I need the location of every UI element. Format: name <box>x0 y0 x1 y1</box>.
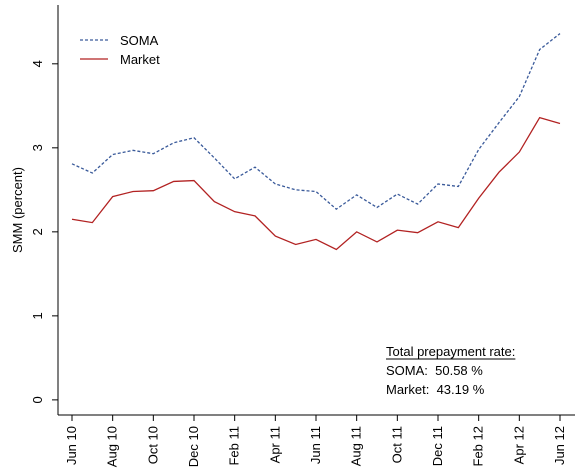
x-tick-label: Jun 11 <box>308 426 323 464</box>
x-tick-label: Jun 12 <box>552 426 567 465</box>
x-tick-label: Aug 11 <box>349 426 364 466</box>
x-tick-label: Apr 12 <box>511 426 526 464</box>
line-series <box>71 116 561 251</box>
line-series <box>71 33 561 210</box>
annotation: SOMA: 50.58 % <box>386 363 483 378</box>
x-tick-label: Apr 11 <box>267 426 282 463</box>
x-tick-label: Dec 11 <box>430 426 445 466</box>
y-axis-label: SMM (percent) <box>10 167 25 253</box>
y-tick-label: 1 <box>30 312 45 319</box>
legend-label: SOMA <box>120 33 159 48</box>
x-tick-label: Oct 10 <box>145 426 160 464</box>
y-tick-label: 3 <box>30 144 45 151</box>
legend-label: Market <box>120 52 160 67</box>
annotation: Total prepayment rate: <box>386 344 515 359</box>
x-tick-label: Feb 12 <box>471 426 486 466</box>
x-tick-label: Oct 11 <box>389 426 404 463</box>
x-tick-label: Dec 10 <box>186 426 201 467</box>
y-tick-label: 4 <box>30 60 45 67</box>
x-tick-label: Aug 10 <box>105 426 120 467</box>
annotation: Market: 43.19 % <box>386 382 485 397</box>
x-tick-label: Jun 10 <box>64 426 79 465</box>
y-tick-label: 0 <box>30 396 45 403</box>
y-tick-label: 2 <box>30 228 45 235</box>
x-tick-label: Feb 11 <box>227 426 242 466</box>
